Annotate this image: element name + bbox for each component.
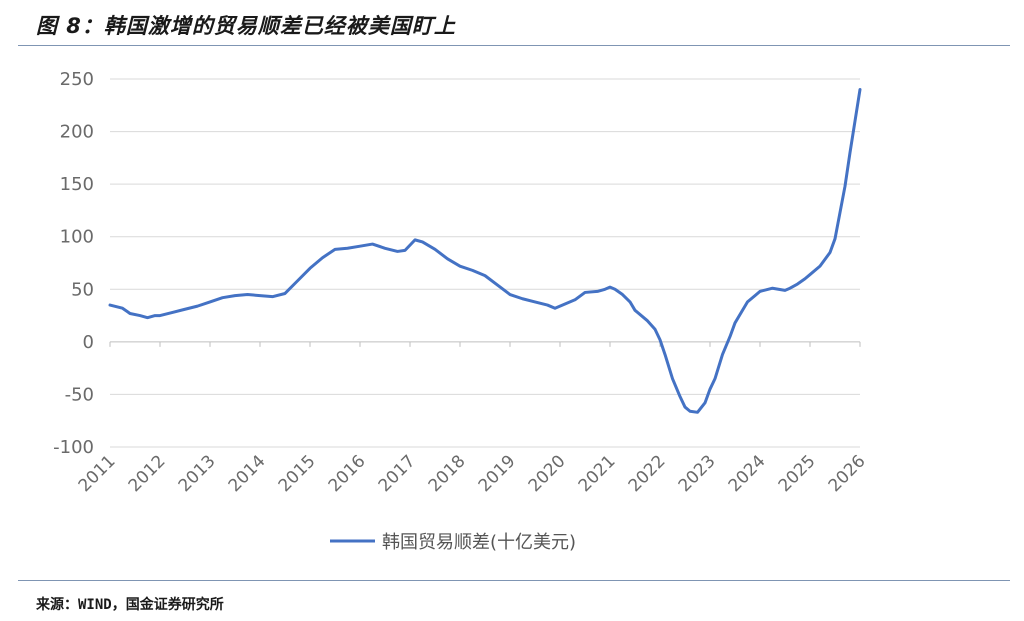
x-tick-label: 2023 xyxy=(675,451,720,496)
bottom-divider xyxy=(18,580,1010,581)
y-tick-label: 0 xyxy=(83,332,94,353)
x-tick-label: 2012 xyxy=(125,451,170,496)
series-group xyxy=(108,88,862,414)
x-axis-ticks: 2011 2012 2013 2014 2015 2016 2017 2018 2019 2020… xyxy=(75,451,870,496)
x-tick-label: 2022 xyxy=(625,451,670,496)
y-axis-ticks: -100 -50 0 50 100 150 200 250 xyxy=(53,69,94,458)
y-tick-label: 250 xyxy=(60,69,94,90)
x-tick-label: 2013 xyxy=(175,451,220,496)
y-tick-label: -50 xyxy=(65,384,94,405)
x-tick-label: 2026 xyxy=(825,451,870,496)
x-tick-label: 2025 xyxy=(775,451,820,496)
y-tick-label: 50 xyxy=(71,279,94,300)
y-tick-label: 100 xyxy=(60,227,94,248)
y-tick-label: 150 xyxy=(60,174,94,195)
series-line xyxy=(108,88,862,414)
x-tick-label: 2018 xyxy=(425,451,470,496)
x-tick-label: 2017 xyxy=(375,451,420,496)
x-tick-label: 2014 xyxy=(225,451,270,496)
x-tick-label: 2016 xyxy=(325,451,370,496)
x-tick-label: 2021 xyxy=(575,451,620,496)
x-tick-label: 2020 xyxy=(525,451,570,496)
legend-label: 韩国贸易顺差(十亿美元) xyxy=(382,532,576,553)
y-tick-label: 200 xyxy=(60,122,94,143)
x-tick-label: 2015 xyxy=(275,451,320,496)
y-tick-label: -100 xyxy=(53,437,94,458)
x-tick-label: 2024 xyxy=(725,451,770,496)
x-tick-label: 2019 xyxy=(475,451,520,496)
grid-lines xyxy=(110,78,860,448)
x-tick-label: 2011 xyxy=(75,451,120,496)
legend: 韩国贸易顺差(十亿美元) xyxy=(330,532,576,553)
top-divider xyxy=(18,45,1010,46)
figure-title: 图 8：韩国激增的贸易顺差已经被美国盯上 xyxy=(36,14,456,38)
source-note: 来源：WIND，国金证券研究所 xyxy=(36,597,224,613)
x-axis xyxy=(109,341,861,347)
